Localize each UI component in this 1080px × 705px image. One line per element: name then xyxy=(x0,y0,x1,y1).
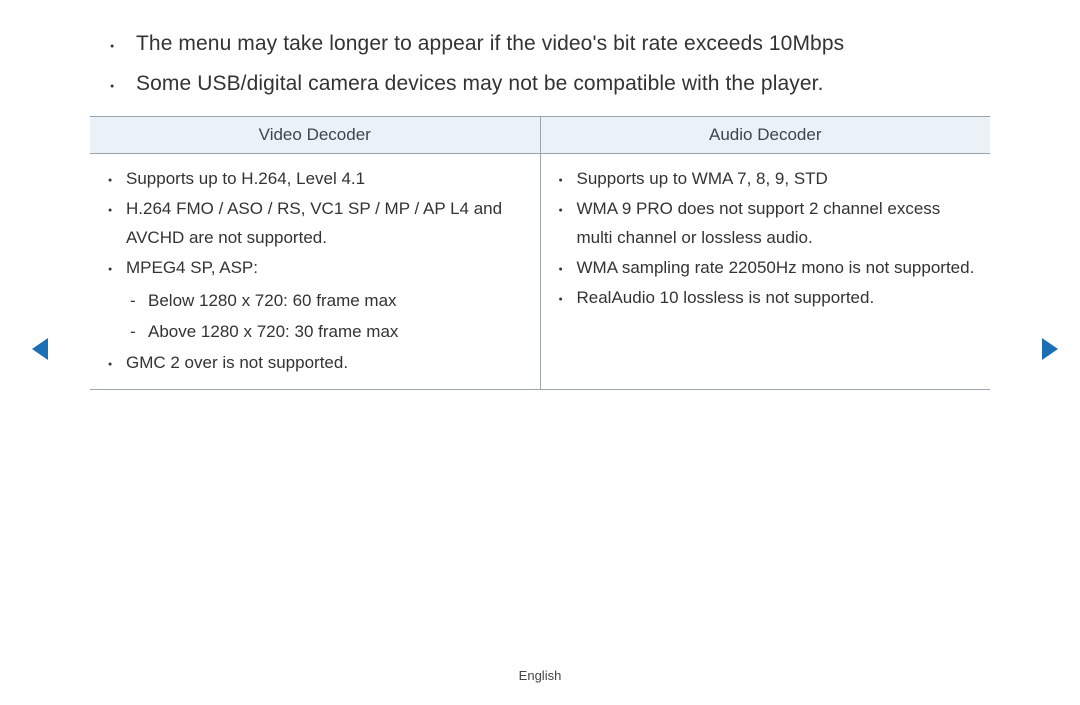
page-content: The menu may take longer to appear if th… xyxy=(0,0,1080,390)
list-item: Supports up to WMA 7, 8, 9, STD xyxy=(555,164,977,194)
decoder-table: Video Decoder Audio Decoder Supports up … xyxy=(90,116,990,391)
table-header-row: Video Decoder Audio Decoder xyxy=(90,116,990,153)
intro-bullet: Some USB/digital camera devices may not … xyxy=(136,64,990,104)
col-header-video: Video Decoder xyxy=(90,116,540,153)
audio-decoder-cell: Supports up to WMA 7, 8, 9, STD WMA 9 PR… xyxy=(540,153,990,390)
list-item: MPEG4 SP, ASP: Below 1280 x 720: 60 fram… xyxy=(104,253,526,348)
footer-language: English xyxy=(0,668,1080,683)
sub-list: Below 1280 x 720: 60 frame max Above 128… xyxy=(126,285,526,348)
list-item: H.264 FMO / ASO / RS, VC1 SP / MP / AP L… xyxy=(104,194,526,254)
item-text: Supports up to WMA 7, 8, 9, STD xyxy=(577,169,828,188)
video-decoder-cell: Supports up to H.264, Level 4.1 H.264 FM… xyxy=(90,153,540,390)
next-page-arrow-icon[interactable] xyxy=(1042,338,1058,360)
item-text: WMA sampling rate 22050Hz mono is not su… xyxy=(577,258,975,277)
video-list: Supports up to H.264, Level 4.1 H.264 FM… xyxy=(104,164,526,378)
item-text: Supports up to H.264, Level 4.1 xyxy=(126,169,365,188)
audio-list: Supports up to WMA 7, 8, 9, STD WMA 9 PR… xyxy=(555,164,977,313)
sub-item: Below 1280 x 720: 60 frame max xyxy=(126,285,526,316)
item-text: WMA 9 PRO does not support 2 channel exc… xyxy=(577,199,941,248)
list-item: GMC 2 over is not supported. xyxy=(104,348,526,378)
col-header-audio: Audio Decoder xyxy=(540,116,990,153)
list-item: Supports up to H.264, Level 4.1 xyxy=(104,164,526,194)
intro-bullet: The menu may take longer to appear if th… xyxy=(136,24,990,64)
item-text: H.264 FMO / ASO / RS, VC1 SP / MP / AP L… xyxy=(126,199,502,248)
prev-page-arrow-icon[interactable] xyxy=(32,338,48,360)
list-item: WMA sampling rate 22050Hz mono is not su… xyxy=(555,253,977,283)
intro-bullet-list: The menu may take longer to appear if th… xyxy=(136,24,990,104)
list-item: RealAudio 10 lossless is not supported. xyxy=(555,283,977,313)
item-text: MPEG4 SP, ASP: xyxy=(126,258,258,277)
item-text: GMC 2 over is not supported. xyxy=(126,353,348,372)
sub-item: Above 1280 x 720: 30 frame max xyxy=(126,316,526,347)
table-row: Supports up to H.264, Level 4.1 H.264 FM… xyxy=(90,153,990,390)
item-text: RealAudio 10 lossless is not supported. xyxy=(577,288,875,307)
list-item: WMA 9 PRO does not support 2 channel exc… xyxy=(555,194,977,254)
